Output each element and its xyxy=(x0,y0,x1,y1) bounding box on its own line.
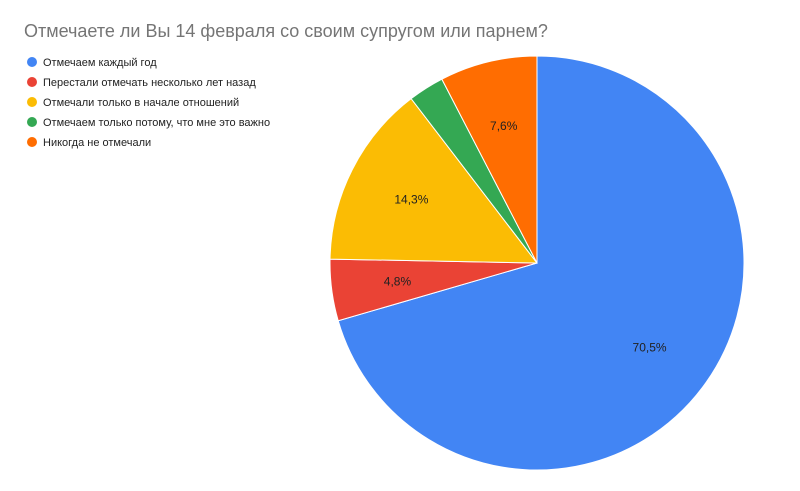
pie-slice xyxy=(441,55,538,264)
legend-label: Отмечаем только потому, что мне это важн… xyxy=(43,117,270,129)
pie-slices xyxy=(329,55,745,471)
legend-marker xyxy=(27,137,37,147)
slice-labels: 70,5% 4,8% 14,3% 7,6% xyxy=(384,119,667,354)
slice-value-label: 14,3% xyxy=(394,192,428,206)
legend-marker xyxy=(27,97,37,107)
legend-marker xyxy=(27,57,37,67)
pie-slice xyxy=(329,97,539,264)
legend-marker xyxy=(27,77,37,87)
legend-marker xyxy=(27,117,37,127)
pie-slice xyxy=(337,55,745,471)
chart-title: Отмечаете ли Вы 14 февраля со своим супр… xyxy=(24,21,548,41)
legend: Отмечаем каждый год Перестали отмечать не… xyxy=(27,57,270,149)
legend-label: Перестали отмечать несколько лет назад xyxy=(43,77,256,89)
legend-label: Никогда не отмечали xyxy=(43,137,151,149)
legend-label: Отмечаем каждый год xyxy=(43,57,157,69)
slice-value-label: 70,5% xyxy=(633,341,667,355)
legend-label: Отмечали только в начале отношений xyxy=(43,97,239,109)
slice-value-label: 4,8% xyxy=(384,275,412,289)
slice-value-label: 7,6% xyxy=(490,119,518,133)
